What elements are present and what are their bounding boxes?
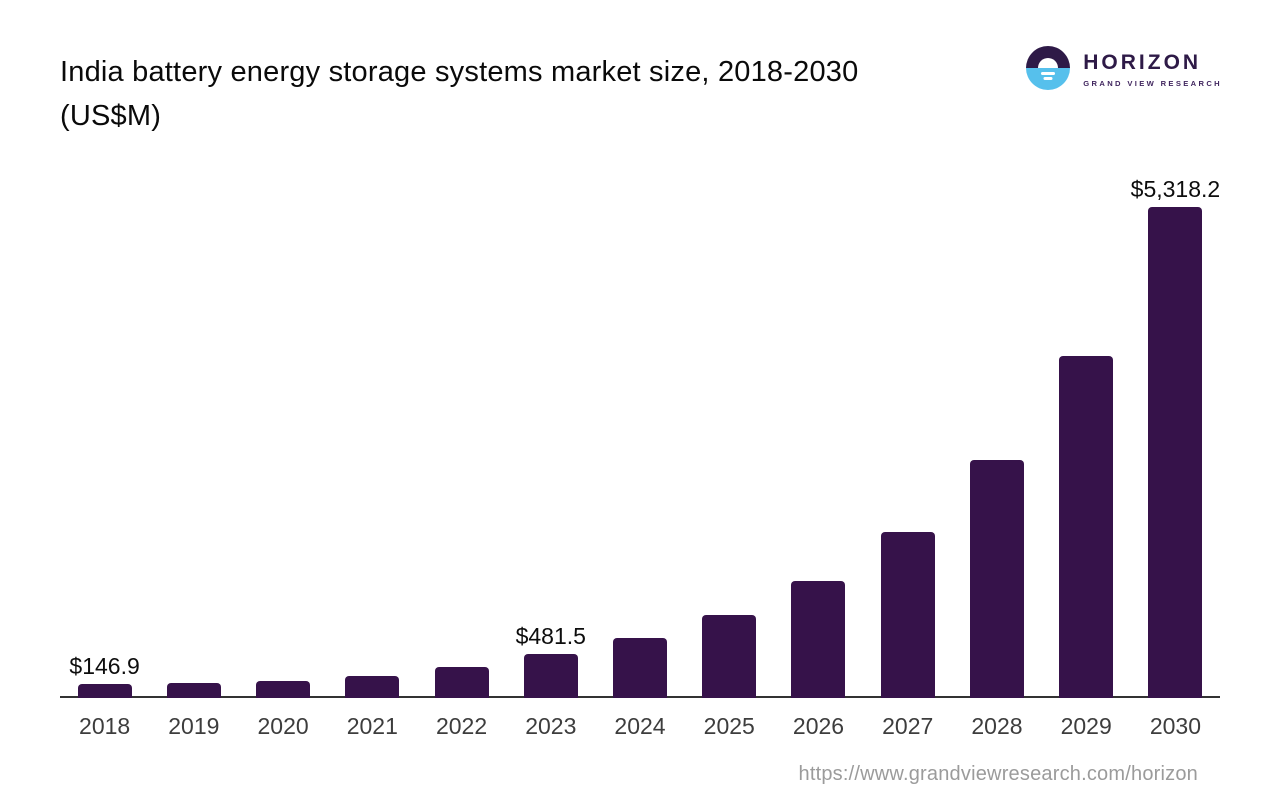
x-tick-2027: 2027: [882, 713, 934, 739]
bar-group-2027: 2027: [863, 170, 952, 739]
bar-2029: [1059, 356, 1114, 698]
logo-brand-subtitle: GRAND VIEW RESEARCH: [1083, 79, 1222, 88]
bar-2027: [880, 531, 935, 698]
value-label-2030: $5,318.2: [1130, 176, 1221, 202]
x-tick-2024: 2024: [614, 713, 666, 739]
source-url: https://www.grandviewresearch.com/horizo…: [798, 763, 1198, 785]
x-tick-2026: 2026: [792, 713, 845, 739]
bar-2028: [969, 459, 1024, 698]
bar-2030: [1148, 207, 1203, 698]
logo-brand-name: HORIZON: [1083, 51, 1202, 74]
bar-2018: [77, 684, 132, 698]
bar-2025: [702, 614, 757, 698]
value-label-2018: $146.9: [69, 653, 140, 680]
x-tick-2019: 2019: [168, 713, 220, 739]
x-tick-2028: 2028: [971, 713, 1023, 739]
horizon-logo: HORIZON GRAND VIEW RESEARCH: [1026, 46, 1222, 90]
logo-text: HORIZON GRAND VIEW RESEARCH: [1083, 46, 1222, 88]
bars-container: $146.9 2018 2019 2020 2021 2022 $481.5 2023 2024…: [60, 170, 1221, 740]
value-label-2023: $481.5: [515, 622, 586, 649]
bar-group-2021: 2021: [328, 170, 417, 739]
bar-group-2019: 2019: [149, 170, 238, 739]
bar-group-2030: $5,318.2 2030: [1130, 170, 1221, 739]
reflection-line-icon: [1043, 77, 1053, 80]
bar-2019: [166, 683, 221, 698]
bar-group-2022: 2022: [417, 170, 506, 739]
chart-title: India battery energy storage systems mar…: [60, 50, 858, 138]
x-tick-2018: 2018: [79, 713, 131, 739]
bar-group-2028: 2028: [952, 170, 1041, 739]
bar-2023: [523, 653, 578, 698]
reflection-line-icon: [1041, 72, 1056, 75]
x-tick-2021: 2021: [346, 713, 398, 739]
chart-title-line-1: India battery energy storage systems mar…: [60, 56, 859, 88]
x-tick-2023: 2023: [525, 713, 577, 739]
bar-chart: $146.9 2018 2019 2020 2021 2022 $481.5 2023 2024…: [60, 170, 1221, 740]
bar-2020: [256, 680, 311, 698]
sun-dome-icon: [1038, 58, 1059, 68]
bar-2022: [434, 667, 489, 698]
x-tick-2025: 2025: [703, 713, 755, 739]
bar-group-2026: 2026: [774, 170, 863, 739]
bar-group-2029: 2029: [1042, 170, 1131, 739]
bar-2021: [345, 675, 400, 698]
horizon-logo-icon: [1026, 46, 1071, 90]
x-tick-2030: 2030: [1149, 713, 1202, 739]
x-tick-2020: 2020: [257, 713, 309, 739]
bar-2024: [613, 637, 668, 698]
bar-group-2020: 2020: [238, 170, 327, 739]
bar-group-2024: 2024: [595, 170, 684, 739]
bar-2026: [791, 580, 846, 698]
x-tick-2022: 2022: [435, 713, 488, 739]
bar-group-2023: $481.5 2023: [506, 170, 595, 740]
x-tick-2029: 2029: [1060, 713, 1112, 739]
bar-group-2018: $146.9 2018: [60, 170, 149, 739]
bar-group-2025: 2025: [685, 170, 774, 739]
chart-title-line-2: (US$M): [60, 100, 162, 132]
